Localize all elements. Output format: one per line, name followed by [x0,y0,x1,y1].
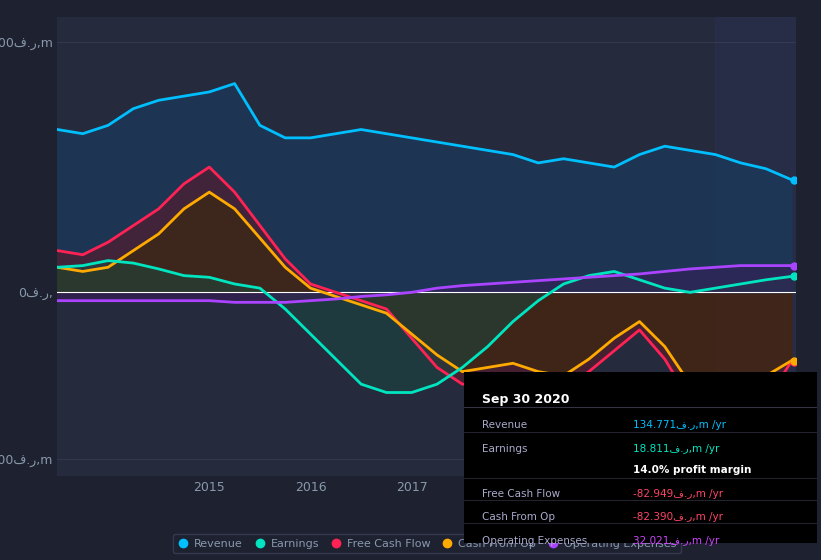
Text: -82.949ف.ر,m /yr: -82.949ف.ر,m /yr [633,488,723,498]
Text: 134.771ف.ر,m /yr: 134.771ف.ر,m /yr [633,420,727,430]
Text: Cash From Op: Cash From Op [481,512,554,522]
Text: 18.811ف.ر,m /yr: 18.811ف.ر,m /yr [633,444,720,454]
Text: 14.0% profit margin: 14.0% profit margin [633,465,752,475]
Text: Revenue: Revenue [481,420,526,430]
Text: Free Cash Flow: Free Cash Flow [481,488,560,498]
Legend: Revenue, Earnings, Free Cash Flow, Cash From Op, Operating Expenses: Revenue, Earnings, Free Cash Flow, Cash … [173,534,681,553]
Bar [715,17,796,476]
Text: Sep 30 2020: Sep 30 2020 [481,393,569,406]
Text: -82.390ف.ر,m /yr: -82.390ف.ر,m /yr [633,512,723,522]
Text: 32.021ف.ر,m /yr: 32.021ف.ر,m /yr [633,536,719,547]
Text: Earnings: Earnings [481,444,527,454]
Text: Operating Expenses: Operating Expenses [481,536,587,547]
